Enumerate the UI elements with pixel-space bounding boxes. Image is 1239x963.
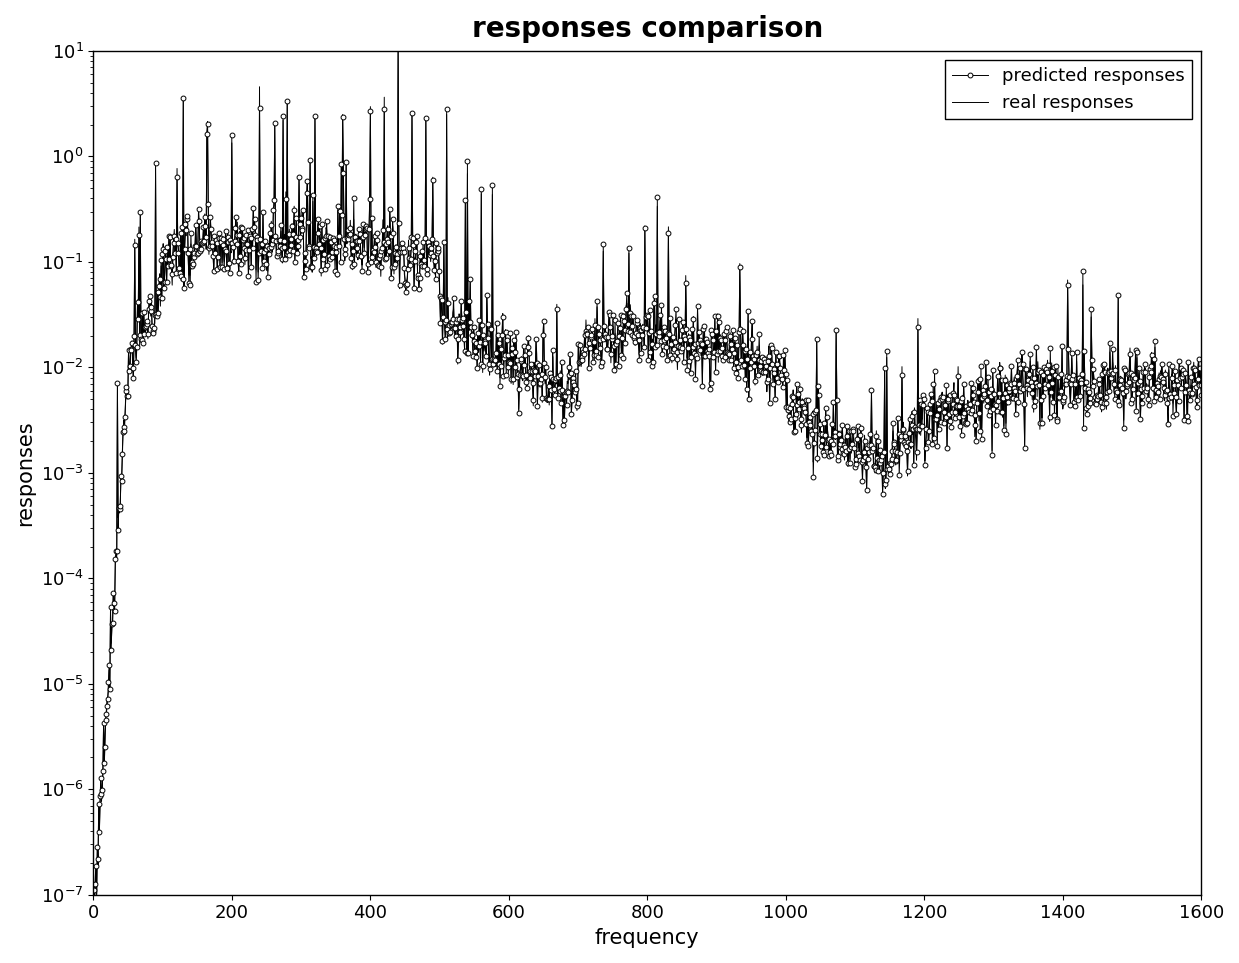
real responses	[851, 442, 866, 454]
predicted responses	[589, 349, 603, 360]
Legend: predicted responses, real responses: predicted responses, real responses	[944, 60, 1192, 119]
real responses	[1124, 394, 1139, 405]
real responses	[108, 595, 123, 607]
predicted responses	[390, 32, 405, 43]
real responses	[654, 305, 669, 317]
predicted responses	[285, 220, 300, 231]
predicted responses	[85, 879, 100, 891]
predicted responses	[654, 299, 669, 310]
real responses	[87, 898, 102, 910]
predicted responses	[1194, 389, 1209, 401]
Line: predicted responses: predicted responses	[90, 35, 1204, 902]
Line: real responses: real responses	[93, 49, 1202, 904]
Title: responses comparison: responses comparison	[472, 15, 823, 43]
predicted responses	[851, 448, 866, 459]
predicted responses	[89, 894, 104, 905]
predicted responses	[1124, 398, 1139, 409]
real responses	[589, 351, 603, 362]
real responses	[1194, 385, 1209, 397]
real responses	[390, 43, 405, 55]
X-axis label: frequency: frequency	[595, 928, 700, 948]
real responses	[85, 885, 100, 897]
Y-axis label: responses: responses	[15, 420, 35, 526]
predicted responses	[108, 605, 123, 616]
real responses	[285, 218, 300, 229]
